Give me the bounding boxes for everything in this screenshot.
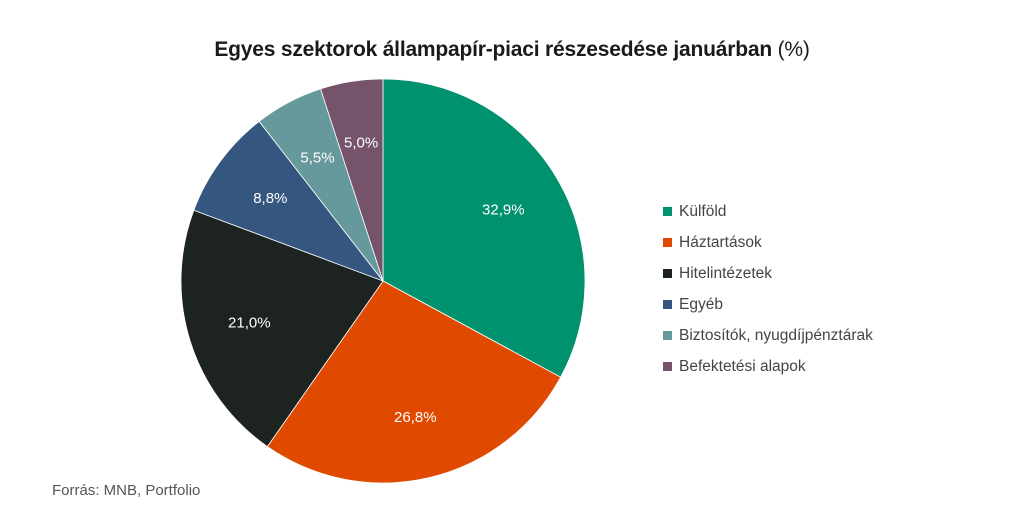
legend-swatch [663, 207, 672, 216]
slice-label-hitelintezetek: 21,0% [228, 315, 271, 332]
pie-slice-haztartasok [266, 280, 562, 484]
chart-title: Egyes szektorok állampapír-piaci részese… [0, 38, 1024, 62]
legend-label: Biztosítók, nyugdíjpénztárak [679, 326, 873, 344]
pie-slice-befektetesi-alapok [320, 78, 384, 282]
legend-label: Befektetési alapok [679, 357, 806, 375]
legend-swatch [663, 362, 672, 371]
legend-item-befektetesi-alapok: Befektetési alapok [663, 351, 873, 382]
pie-slice-kulfold [382, 78, 586, 378]
legend-item-biztositok-nyugdijpenztarak: Biztosítók, nyugdíjpénztárak [663, 320, 873, 351]
legend-item-hitelintezetek: Hitelintézetek [663, 258, 873, 289]
slice-label-biztositok-nyugdijpenztarak: 5,5% [300, 149, 334, 166]
pie-slice-egyeb [193, 120, 385, 282]
chart-title-text: Egyes szektorok állampapír-piaci részese… [214, 38, 772, 61]
legend-item-kulfold: Külföld [663, 196, 873, 227]
legend-swatch [663, 331, 672, 340]
legend-swatch [663, 300, 672, 309]
slice-label-haztartasok: 26,8% [394, 409, 437, 426]
legend-swatch [663, 238, 672, 247]
chart-legend: Külföld Háztartások Hitelintézetek Egyéb Biz… [663, 196, 873, 382]
legend-swatch [663, 269, 672, 278]
legend-item-egyeb: Egyéb [663, 289, 873, 320]
source-note: Forrás: MNB, Portfolio [52, 482, 201, 499]
legend-label: Hitelintézetek [679, 264, 773, 282]
chart-title-unit: (%) [777, 38, 810, 61]
slice-label-egyeb: 8,8% [253, 190, 287, 207]
pie-slice-hitelintezetek [180, 209, 384, 448]
slice-label-befektetesi-alapok: 5,0% [344, 135, 378, 152]
legend-item-haztartasok: Háztartások [663, 227, 873, 258]
legend-label: Háztartások [679, 233, 762, 251]
legend-label: Külföld [679, 202, 727, 220]
slice-label-kulfold: 32,9% [482, 201, 525, 218]
legend-label: Egyéb [679, 295, 723, 313]
